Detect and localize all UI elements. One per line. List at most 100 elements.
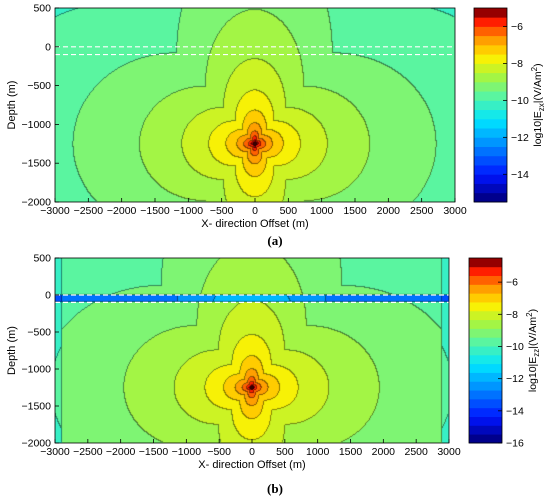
- colorbar-segment: [469, 363, 502, 373]
- colorbar-segment: [469, 416, 502, 426]
- colorbar-segment: [474, 192, 507, 203]
- colorbar-tick-label: −6: [511, 21, 523, 33]
- colorbar-segment: [474, 109, 507, 120]
- x-tick-label: −2500: [73, 446, 103, 458]
- x-tick-label: −3000: [40, 205, 70, 217]
- x-tick-label: 0: [249, 446, 255, 458]
- x-tick-label: 3000: [437, 446, 461, 458]
- colorbar-segment: [474, 146, 507, 157]
- x-tick-label: −3000: [40, 446, 70, 458]
- x-tick-label: 0: [252, 205, 258, 217]
- x-tick-label: −2500: [74, 205, 104, 217]
- y-axis-label: Depth (m): [6, 326, 18, 375]
- figure-panel-a: −3000 −2500 −2000 −1500 −1000 −500 0 500 1000 150…: [6, 3, 546, 249]
- colorbar-segment: [474, 81, 507, 92]
- colorbar-segment: [469, 381, 502, 391]
- y-tick-label: 500: [33, 253, 51, 265]
- x-tick-label: 2000: [372, 446, 396, 458]
- colorbar-segment: [469, 293, 502, 303]
- colorbar-segment: [474, 44, 507, 55]
- x-tick-label: 2500: [404, 446, 428, 458]
- colorbar-label-subscript: zz: [532, 349, 541, 357]
- colorbar-label-main: log10|E: [527, 357, 539, 392]
- source-marker: [249, 385, 255, 390]
- colorbar-segment: [474, 63, 507, 74]
- x-tick-label: −1500: [139, 446, 169, 458]
- colorbar-segment: [469, 284, 502, 294]
- colorbar-segment: [469, 328, 502, 338]
- colorbar-segment: [474, 183, 507, 194]
- colorbar-segment: [469, 398, 502, 409]
- colorbar-segment: [474, 155, 507, 166]
- colorbar-segment: [474, 165, 507, 175]
- colorbar-label-superscript: 2: [530, 66, 539, 71]
- x-tick-label: 2000: [377, 205, 401, 217]
- colorbar: −6 −8 −10 −12 −14 log10|Ezx|(V/Am2): [473, 7, 546, 203]
- colorbar-segment: [474, 91, 507, 101]
- y-tick-label: 0: [45, 290, 51, 302]
- colorbar-label-main: log10|E: [532, 111, 544, 146]
- colorbar-tick-label: −16: [506, 438, 524, 450]
- colorbar-segment: [469, 337, 502, 347]
- colorbar-tick-label: −6: [506, 277, 518, 289]
- colorbar-segment: [474, 118, 507, 129]
- colorbar-segment: [469, 354, 502, 365]
- x-tick-label: 500: [276, 446, 294, 458]
- colorbar-tick-label: −14: [511, 169, 529, 181]
- colorbar-tick-label: −14: [506, 405, 524, 417]
- y-tick-label: −500: [27, 80, 51, 92]
- x-tick-label: 1000: [310, 205, 334, 217]
- y-tick-label: −1000: [22, 364, 52, 376]
- x-tick-label: −500: [210, 205, 234, 217]
- colorbar-tick-label: −12: [506, 373, 524, 385]
- colorbar-segment: [474, 128, 507, 138]
- x-tick-label: 1000: [306, 446, 330, 458]
- x-tick-label: 3000: [443, 205, 467, 217]
- y-tick-label: −2000: [22, 438, 52, 450]
- colorbar-segment: [469, 346, 502, 356]
- colorbar-segment: [474, 17, 507, 27]
- x-tick-label: 2500: [410, 205, 434, 217]
- x-tick-label: 500: [280, 205, 298, 217]
- colorbar-segment: [469, 425, 502, 435]
- heatmap-chart-a: −3000 −2500 −2000 −1500 −1000 −500 0 500 1000 150…: [6, 3, 546, 231]
- colorbar-tick-label: −12: [511, 132, 529, 144]
- colorbar-segment: [474, 174, 507, 184]
- field-contour-map: [55, 8, 455, 202]
- colorbar: −6 −8 −10 −12 −14 −16 log10|Ezz|(V/Am2): [468, 257, 541, 450]
- colorbar-frame: [473, 7, 508, 203]
- x-tick-label: −1500: [140, 205, 170, 217]
- colorbar-segment: [469, 258, 502, 268]
- y-tick-label: 0: [45, 41, 51, 53]
- y-tick-label: −1000: [22, 119, 52, 131]
- colorbar-segment: [469, 302, 502, 312]
- figure-panel-b: −3000 −2500 −2000 −1500 −1000 −500 0 500 1000 150…: [0, 252, 550, 501]
- caption-b: (b): [267, 481, 283, 496]
- colorbar-segment: [474, 54, 507, 64]
- x-tick-label: −2000: [107, 205, 137, 217]
- colorbar-frame: [468, 257, 503, 444]
- colorbar-label-subscript: zx: [537, 103, 546, 111]
- colorbar-tick-label: −8: [511, 58, 523, 70]
- colorbar-label-superscript: 2: [525, 312, 534, 317]
- x-tick-label: −1000: [174, 205, 204, 217]
- x-tick-label: −1000: [172, 446, 202, 458]
- y-tick-label: −2000: [22, 197, 52, 209]
- colorbar-segment: [469, 372, 502, 382]
- y-tick-label: 500: [33, 3, 51, 15]
- x-tick-label: −500: [207, 446, 231, 458]
- y-tick-label: −500: [27, 327, 51, 339]
- caption-a: (a): [267, 233, 283, 248]
- x-axis-label: X- direction Offset (m): [201, 218, 308, 230]
- heatmap-chart-b: −3000 −2500 −2000 −1500 −1000 −500 0 500 1000 150…: [6, 253, 541, 472]
- x-tick-label: 1500: [339, 446, 363, 458]
- x-tick-label: 1500: [343, 205, 367, 217]
- colorbar-segment: [474, 137, 507, 147]
- source-marker: [252, 141, 258, 146]
- colorbar-segment: [474, 26, 507, 37]
- y-tick-label: −1500: [22, 401, 52, 413]
- colorbar-label-close: ): [527, 309, 539, 313]
- field-contour-map: [55, 258, 449, 443]
- colorbar-tick-label: −10: [506, 341, 524, 353]
- y-axis-label: Depth (m): [6, 81, 18, 130]
